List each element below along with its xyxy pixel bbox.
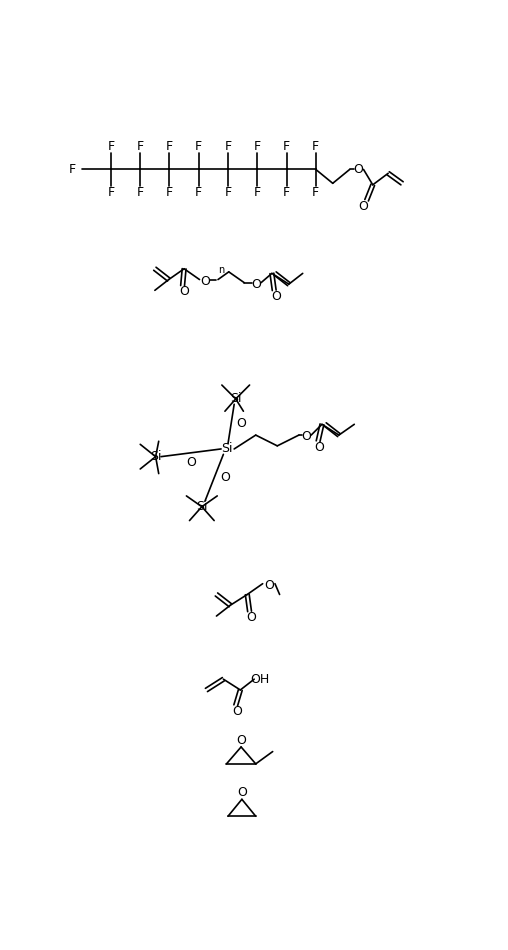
Text: OH: OH [251,673,270,686]
Text: Si: Si [220,443,232,455]
Text: O: O [237,786,247,799]
Text: Si: Si [196,501,208,513]
Text: O: O [232,705,242,718]
Text: F: F [283,186,290,200]
Text: F: F [69,163,76,176]
Text: O: O [353,163,363,176]
Text: F: F [225,140,232,153]
Text: F: F [137,140,144,153]
Text: O: O [179,285,189,298]
Text: F: F [195,186,202,200]
Text: F: F [195,140,202,153]
Text: F: F [107,186,114,200]
Text: Si: Si [150,450,162,464]
Text: F: F [283,140,290,153]
Text: O: O [358,200,368,213]
Text: O: O [220,471,230,484]
Text: O: O [314,441,325,454]
Text: F: F [107,140,114,153]
Text: O: O [246,611,256,624]
Text: O: O [251,277,261,291]
Text: n: n [218,265,224,275]
Text: F: F [253,186,261,200]
Text: O: O [271,290,281,303]
Text: F: F [166,140,173,153]
Text: F: F [253,140,261,153]
Text: O: O [236,733,246,747]
Text: Si: Si [230,392,241,406]
Text: O: O [301,430,311,443]
Text: F: F [312,140,320,153]
Text: F: F [225,186,232,200]
Text: F: F [137,186,144,200]
Text: O: O [265,579,274,592]
Text: O: O [201,275,211,288]
Text: O: O [186,456,196,468]
Text: F: F [312,186,320,200]
Text: O: O [236,417,246,430]
Text: F: F [166,186,173,200]
